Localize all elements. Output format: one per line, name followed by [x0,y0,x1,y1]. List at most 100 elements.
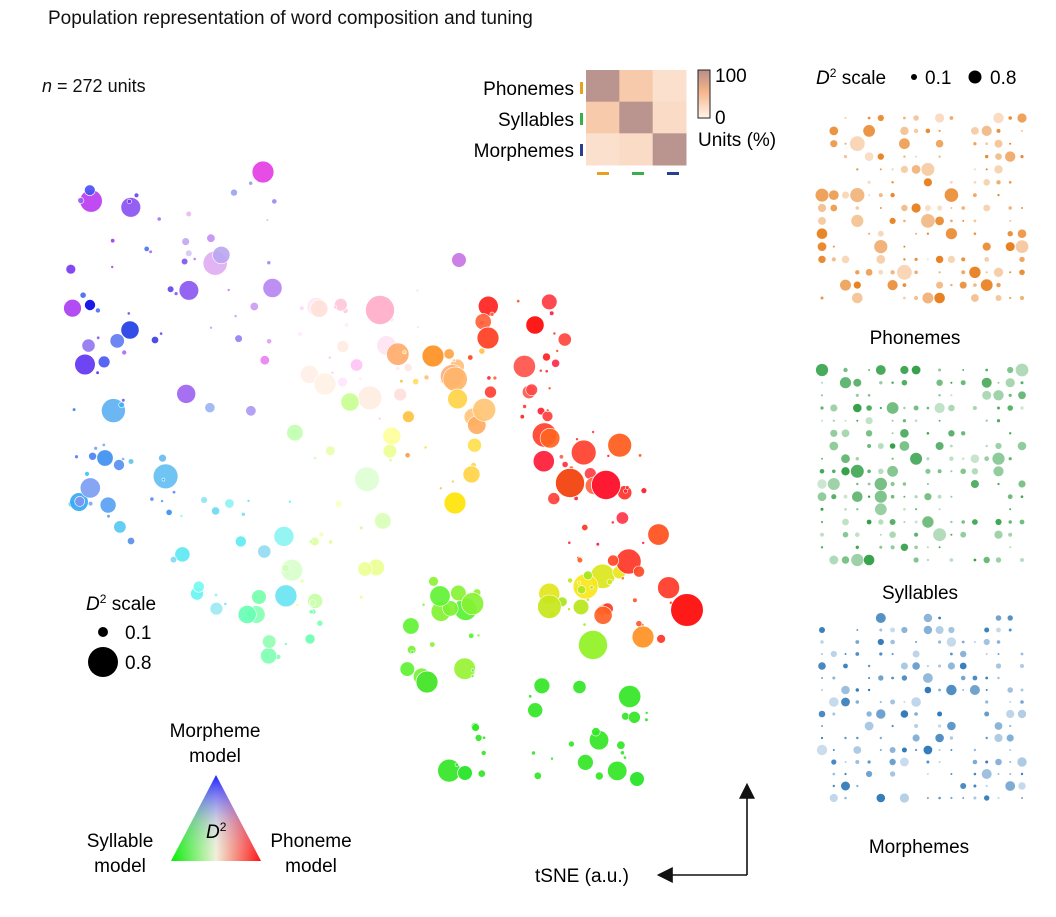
panel-syl-dot-49 [832,419,835,422]
tsne-point-176 [453,657,476,680]
tsne-point-294 [572,680,587,694]
panel-title-phonemes: Phonemes [870,328,961,349]
tsne-point-228 [610,520,615,525]
tsne-point-123 [403,363,413,372]
tsne-point-322 [262,634,277,649]
tsne-point-267 [537,594,562,619]
panel-syl-dot-75 [985,444,988,448]
tsne-point-151 [467,437,482,453]
tsne-point-28 [121,349,127,356]
panel-phon-dot-98 [817,242,827,252]
tsne-point-303 [623,755,627,760]
tsne-point-92 [246,499,251,503]
panel-mor-dot-134 [1009,761,1012,763]
panel-syl-dot-12 [839,377,852,389]
tsne-point-175 [447,388,468,410]
tsne-point-11 [77,197,85,204]
panel-phon-dot-2 [877,114,884,122]
tsne-point-253 [570,439,597,466]
heatmap-row-label-syllables: Syllables [498,110,574,131]
panel-phon-dot-142 [903,296,906,300]
tsne-point-314 [471,723,480,732]
tsne-point-302 [628,710,641,724]
panel-mor-dot-49 [1020,664,1024,668]
tsne-point-214 [545,408,550,413]
panel-syl-dot-73 [935,442,944,450]
panel-syl-dot-63 [900,429,909,438]
panel-phon-dot-43 [911,165,921,174]
panel-mor-dot-38 [1020,652,1024,656]
panel-syl-dot-158 [960,531,967,538]
panel-phon-dot-67 [830,204,838,212]
panel-phon-dot-39 [856,168,859,171]
panel-mor-dot-155 [829,793,838,803]
tsne-point-173 [386,342,410,366]
panel-syl-dot-23 [1020,381,1024,385]
tsne-point-266 [577,580,581,585]
panel-syl-dot-3 [875,365,886,375]
tsne-point-35 [152,463,179,489]
tsne-point-41 [118,401,125,409]
panel-syl-dot-97 [925,468,931,474]
panel-syl-dot-142 [914,520,918,524]
panel-syl-dot-94 [867,469,871,474]
tsne-point-20 [74,353,96,376]
tsne-point-94 [241,511,246,517]
panel-d2-small-label: 0.1 [925,68,951,89]
main-d2-legend-title: D2 scale [86,592,156,615]
tsne-point-184 [421,602,426,607]
tsne-point-168 [399,379,404,384]
panel-mor-dot-111 [816,744,828,756]
panel-mor-dot-147 [832,784,835,788]
tsne-point-229 [539,428,561,449]
panel-syl-dot-136 [820,520,824,524]
tsne-point-6 [148,249,153,254]
tsne-point-256 [582,622,587,627]
panel-phon-dot-110 [914,257,918,261]
tsne-point-193 [461,592,485,616]
panel-syl-dot-133 [915,508,918,511]
panel-phon-dot-94 [945,228,958,240]
panel-phon-dot-132 [887,280,898,291]
panel-mor-dot-143 [981,769,992,779]
panel-syl-dot-26 [867,394,871,397]
panel-mor-dot-148 [841,781,850,791]
tsne-point-31 [127,458,135,465]
panel-phon-dot-23 [899,138,910,150]
tsne-point-218 [525,383,538,396]
tsne-key-point-22 [457,765,473,781]
tsne-point-198 [552,331,557,336]
tsne-point-81 [200,496,208,504]
panel-phon-dot-106 [831,257,836,262]
tsne-point-0 [126,311,131,316]
panel-phon-dot-80 [851,214,864,227]
tsne-point-120 [350,358,364,372]
panel-syl-dot-137 [842,518,849,526]
panel-phon-dot-17 [981,125,992,136]
panel-phon-dot-5 [935,113,945,123]
panel-mor-dot-24 [973,640,977,644]
tsne-point-263 [572,598,590,616]
tsne-scatter [63,160,704,787]
panel-mor-dot-37 [997,653,1000,655]
tsne-point-70 [204,402,216,414]
panel-mor-dot-146 [1020,772,1024,776]
panel-syl-dot-5 [911,365,921,375]
panel-phon-dot-31 [877,153,884,160]
tsne-point-216 [547,386,552,391]
tsne-point-270 [583,570,593,581]
tsne-point-283 [632,597,638,603]
tsne-point-15 [176,384,196,404]
tsne-point-7 [95,307,101,314]
panel-phon-dot-87 [973,219,977,223]
panel-syl-dot-16 [901,379,908,386]
tsne-point-49 [93,446,98,451]
panel-syl-dot-170 [829,555,839,565]
panel-mor-dot-57 [960,675,966,681]
panel-mor-dot-82 [1020,700,1024,704]
panel-phon-dot-79 [818,216,826,225]
panel-phon-dot-15 [938,129,941,132]
panel-mor-dot-2 [938,616,941,620]
tsne-point-76 [266,338,272,345]
colorbar-label: Units (%) [698,130,776,151]
